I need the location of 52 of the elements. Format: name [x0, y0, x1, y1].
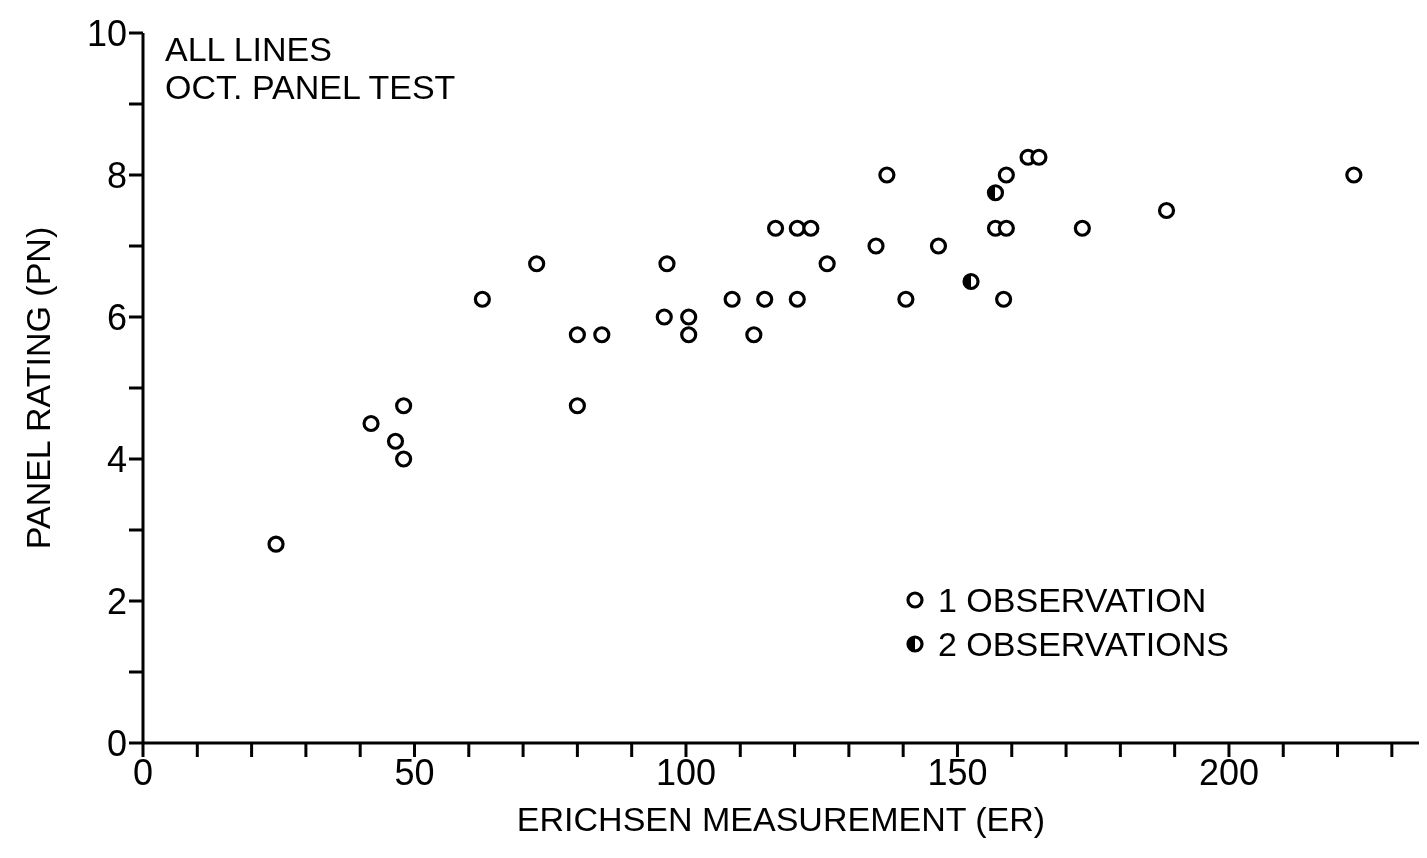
- point: [395, 450, 413, 468]
- point: [723, 290, 741, 308]
- point: [528, 255, 546, 273]
- point: [680, 326, 698, 344]
- y-tick-label: 2: [106, 580, 127, 622]
- point: [658, 255, 676, 273]
- point: [1030, 148, 1048, 166]
- point: [680, 308, 698, 326]
- point: [386, 432, 405, 450]
- point: [802, 219, 820, 237]
- point: [1073, 219, 1091, 237]
- x-tick-label: 100: [655, 751, 717, 793]
- point: [788, 290, 806, 308]
- x-axis-title: ERICHSEN MEASUREMENT (ER): [516, 800, 1046, 838]
- point: [995, 290, 1013, 308]
- point: [756, 290, 774, 308]
- point: [1157, 201, 1176, 220]
- x-tick-label: 200: [1198, 751, 1259, 793]
- point: [867, 237, 885, 255]
- point: [766, 219, 785, 237]
- y-tick-label: 4: [106, 438, 127, 480]
- point: [267, 535, 285, 553]
- point: [997, 219, 1015, 237]
- text: OCT. PANEL TEST: [165, 68, 456, 106]
- point: [568, 397, 586, 415]
- point: [1345, 166, 1363, 184]
- chart-title: ALL LINES: [165, 30, 332, 68]
- x-tick-label: 0: [132, 751, 154, 793]
- point: [593, 326, 611, 344]
- point: [962, 272, 980, 291]
- point: [745, 326, 763, 344]
- x-tick-label: 50: [394, 751, 435, 793]
- point: [568, 326, 586, 344]
- point: [878, 166, 896, 184]
- point: [362, 414, 380, 433]
- point: [655, 308, 673, 326]
- point: [929, 237, 948, 255]
- point: [897, 290, 915, 308]
- point: [473, 290, 491, 308]
- x-tick-label: 150: [927, 751, 988, 793]
- y-tick-label: 6: [106, 296, 127, 338]
- point: [818, 255, 836, 273]
- legend-label: 2 OBSERVATIONS: [938, 624, 1229, 665]
- y-tick-label: 10: [86, 12, 127, 54]
- y-tick-label: 0: [106, 722, 127, 764]
- point: [997, 166, 1015, 184]
- y-tick-label: 8: [106, 154, 127, 196]
- point: [788, 219, 806, 237]
- point: [986, 184, 1005, 202]
- y-axis-title: PANEL RATING (PN): [19, 226, 58, 550]
- legend-label: 1 OBSERVATION: [938, 580, 1207, 621]
- point: [395, 397, 413, 415]
